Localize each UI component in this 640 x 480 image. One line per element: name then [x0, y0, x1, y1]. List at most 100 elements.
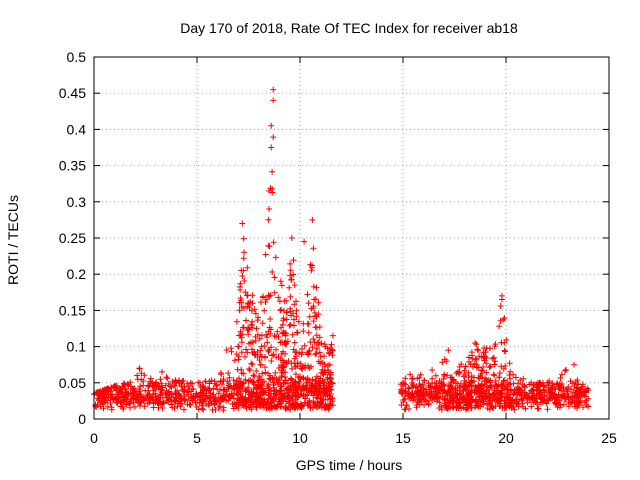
data-point [209, 406, 216, 413]
data-point [486, 400, 492, 407]
data-point [293, 387, 299, 394]
data-point [327, 396, 334, 403]
data-point [312, 351, 319, 358]
data-point [424, 398, 430, 405]
data-point [215, 390, 222, 397]
data-point [239, 220, 246, 227]
data-point [136, 386, 143, 393]
data-point [206, 380, 213, 387]
data-point [181, 406, 187, 413]
data-point [480, 396, 487, 403]
y-tick-label: 0.2 [67, 266, 87, 282]
data-point [289, 331, 296, 338]
data-point [463, 405, 470, 412]
data-point [313, 284, 320, 291]
data-point [445, 347, 452, 354]
data-point [473, 341, 480, 348]
data-point [574, 381, 581, 387]
data-point [261, 307, 268, 314]
data-point [169, 391, 175, 398]
data-point [251, 306, 258, 313]
data-point [163, 374, 170, 381]
data-point [480, 401, 487, 408]
data-point [293, 307, 300, 314]
data-point [199, 402, 206, 409]
data-point [459, 397, 466, 404]
data-point [289, 403, 296, 410]
data-point [295, 374, 302, 381]
data-point [317, 392, 324, 398]
data-point [246, 396, 253, 403]
y-tick-label: 0.45 [59, 85, 86, 101]
data-point [240, 324, 247, 331]
data-point [207, 390, 214, 397]
data-point [271, 274, 278, 281]
data-point [449, 403, 456, 410]
data-point [277, 400, 284, 407]
data-point [304, 291, 311, 298]
data-point [299, 384, 306, 391]
data-point [442, 402, 449, 409]
data-point [460, 373, 467, 380]
data-point [421, 390, 428, 397]
data-point [123, 392, 130, 399]
data-point [537, 399, 544, 406]
data-point [280, 380, 287, 387]
data-point [316, 334, 323, 341]
data-point [245, 301, 252, 308]
data-point [148, 380, 155, 387]
data-point [293, 313, 300, 320]
data-point [220, 376, 227, 383]
data-point [572, 403, 578, 410]
data-point [305, 300, 312, 307]
data-point [499, 385, 506, 391]
data-point [185, 391, 192, 398]
data-point [329, 402, 336, 409]
data-point [409, 375, 416, 382]
data-point [310, 392, 317, 399]
data-point [270, 239, 277, 246]
data-point [266, 187, 273, 194]
data-point [313, 403, 320, 410]
data-point [415, 390, 422, 397]
data-point [317, 353, 324, 360]
data-point [268, 402, 275, 409]
data-point [252, 394, 259, 401]
data-point [238, 303, 245, 310]
data-point [237, 396, 244, 403]
data-point [508, 405, 515, 412]
data-point [482, 375, 489, 382]
data-point [250, 378, 257, 385]
data-point [528, 403, 535, 410]
data-point [327, 376, 334, 383]
data-point [502, 348, 509, 355]
data-point [121, 385, 128, 392]
data-point [184, 380, 191, 387]
y-axis-label: ROTI / TECUs [5, 195, 21, 285]
data-point [144, 400, 151, 407]
data-point [468, 379, 474, 386]
data-point [291, 301, 298, 308]
data-point [246, 367, 253, 374]
data-point [486, 398, 493, 405]
data-point [325, 380, 332, 387]
data-point [310, 283, 317, 290]
y-tick-label: 0.5 [67, 49, 87, 65]
data-point [256, 335, 263, 342]
data-point [217, 378, 224, 385]
data-point [123, 401, 130, 408]
data-point [277, 339, 284, 346]
data-point [278, 306, 285, 313]
data-point [287, 260, 294, 267]
data-point [539, 394, 545, 401]
data-point [137, 399, 144, 406]
data-point [255, 382, 262, 389]
data-point [275, 377, 282, 384]
data-point [265, 381, 272, 388]
data-point [243, 404, 250, 411]
data-point [288, 360, 295, 367]
data-point [246, 365, 253, 372]
data-point [519, 387, 525, 394]
data-point [200, 406, 207, 413]
data-point [159, 384, 166, 391]
